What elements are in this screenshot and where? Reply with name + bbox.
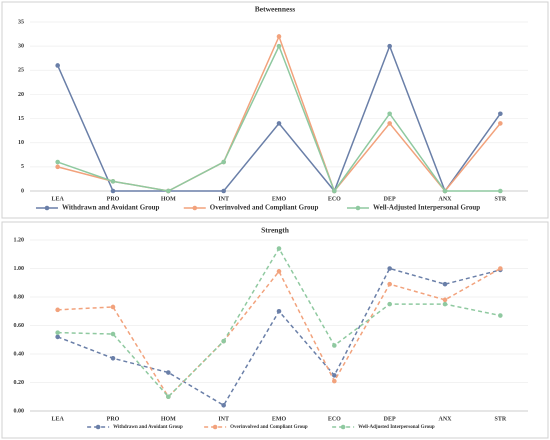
point bbox=[498, 111, 503, 117]
point bbox=[498, 121, 503, 126]
x-tick-label: INT bbox=[218, 196, 229, 202]
legend-dot bbox=[44, 205, 50, 211]
legend-dot bbox=[212, 424, 218, 430]
legend-label: Withdrawn and Avoidant Group bbox=[113, 425, 183, 430]
x-tick-label: HOM bbox=[161, 196, 176, 202]
point bbox=[55, 330, 60, 335]
y-tick-label: 0.60 bbox=[14, 323, 25, 329]
point bbox=[498, 188, 503, 194]
x-tick-label: PRO bbox=[107, 416, 120, 422]
legend-label: Well-Adjusted Interpersonal Group bbox=[373, 204, 480, 212]
point bbox=[221, 159, 226, 165]
y-tick-label: 1.00 bbox=[14, 266, 25, 272]
point bbox=[166, 370, 171, 375]
y-tick-label: 0 bbox=[21, 188, 24, 194]
chart-title: Betweenness bbox=[255, 5, 295, 14]
y-tick-label: 25 bbox=[18, 68, 24, 74]
chart-frame bbox=[1, 1, 549, 219]
point bbox=[387, 281, 392, 287]
point bbox=[276, 246, 282, 251]
point bbox=[221, 403, 226, 408]
point bbox=[498, 313, 503, 318]
series-line bbox=[57, 34, 501, 193]
legend-label: Overinvolved and Compliant Group bbox=[210, 204, 319, 212]
point bbox=[55, 334, 60, 340]
point bbox=[387, 111, 392, 117]
x-tick-label: HOM bbox=[161, 416, 176, 422]
point bbox=[55, 63, 60, 68]
x-tick-label: EMO bbox=[272, 416, 287, 422]
point bbox=[387, 43, 392, 49]
point bbox=[55, 307, 60, 313]
x-tick-label: LEA bbox=[51, 416, 64, 422]
y-tick-label: 5 bbox=[21, 164, 24, 170]
point bbox=[276, 43, 282, 49]
point bbox=[387, 301, 392, 307]
point bbox=[332, 373, 337, 378]
point bbox=[110, 179, 116, 184]
point bbox=[442, 301, 448, 307]
point bbox=[332, 188, 337, 194]
series-line bbox=[57, 267, 501, 407]
y-tick-label: 0.20 bbox=[14, 380, 25, 386]
chart-frame bbox=[1, 221, 549, 439]
point bbox=[221, 338, 226, 344]
x-tick-label: ECO bbox=[328, 196, 341, 202]
x-tick-label: STR bbox=[494, 416, 506, 422]
point bbox=[55, 159, 60, 165]
x-tick-label: LEA bbox=[51, 196, 64, 202]
point bbox=[332, 343, 337, 348]
x-tick-label: ANX bbox=[439, 416, 453, 422]
y-tick-label: 0.40 bbox=[14, 351, 25, 357]
point bbox=[276, 34, 282, 39]
legend-dot bbox=[95, 424, 101, 430]
series-line bbox=[57, 267, 501, 398]
x-tick-label: ECO bbox=[328, 416, 341, 422]
y-tick-label: 0.00 bbox=[14, 408, 25, 414]
point bbox=[166, 188, 171, 194]
point bbox=[110, 331, 116, 337]
point bbox=[498, 266, 503, 271]
legend-label: Withdrawn and Avoidant Group bbox=[62, 204, 160, 212]
point bbox=[442, 281, 448, 287]
point bbox=[276, 121, 282, 126]
x-tick-label: DEP bbox=[384, 416, 396, 422]
point bbox=[442, 188, 448, 194]
point bbox=[110, 355, 116, 361]
point bbox=[332, 378, 337, 384]
y-tick-label: 30 bbox=[18, 44, 24, 50]
y-tick-label: 0.80 bbox=[14, 294, 25, 300]
y-tick-label: 15 bbox=[18, 116, 24, 122]
y-tick-label: 1.20 bbox=[14, 237, 25, 243]
chart-title: Strength bbox=[261, 226, 290, 235]
point bbox=[387, 266, 392, 271]
y-tick-label: 35 bbox=[18, 19, 24, 25]
x-tick-label: EMO bbox=[272, 196, 287, 202]
legend-label: Overinvolved and Compliant Group bbox=[230, 425, 308, 430]
y-tick-label: 20 bbox=[18, 92, 24, 98]
point bbox=[276, 308, 282, 314]
point bbox=[166, 394, 171, 400]
point bbox=[110, 188, 116, 194]
point bbox=[276, 269, 282, 274]
point bbox=[221, 188, 226, 194]
x-tick-label: STR bbox=[494, 196, 506, 202]
point bbox=[55, 164, 60, 170]
legend-dot bbox=[340, 424, 346, 430]
x-tick-label: ANX bbox=[439, 196, 453, 202]
x-tick-label: PRO bbox=[107, 196, 120, 202]
legend-dot bbox=[355, 205, 361, 211]
point bbox=[442, 297, 448, 303]
point bbox=[387, 121, 392, 126]
y-tick-label: 10 bbox=[18, 140, 24, 146]
legend-dot bbox=[192, 205, 198, 211]
x-tick-label: DEP bbox=[384, 196, 396, 202]
legend-label: Well-Adjusted Interpersonal Group bbox=[358, 425, 435, 430]
x-tick-label: INT bbox=[218, 416, 229, 422]
point bbox=[110, 304, 116, 310]
